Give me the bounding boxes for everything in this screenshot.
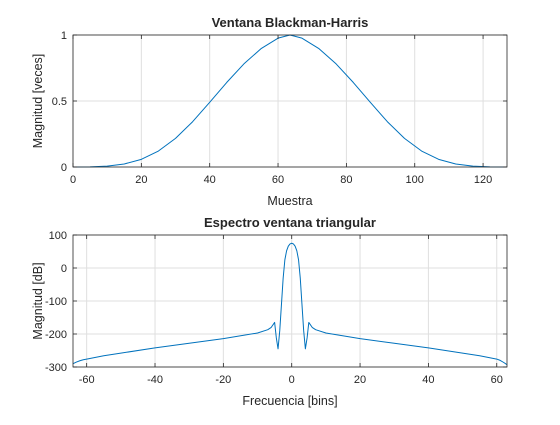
chart2-x-tick-label: -60 <box>79 374 95 386</box>
chart2-y-tick-label: -100 <box>45 296 67 308</box>
chart2-x-axis-label: Frecuencia [bins] <box>242 394 337 408</box>
chart1-title: Ventana Blackman-Harris <box>212 15 369 30</box>
chart2-x-tick-label: 20 <box>354 374 366 386</box>
chart2-axes: -60 -40 -20 0 20 40 60-300-200-1000100Espectro… <box>31 215 508 408</box>
chart1-x-tick-label: 0 <box>70 174 76 186</box>
chart2-y-tick-label: -200 <box>45 329 67 341</box>
chart1-x-tick-label: 120 <box>474 174 492 186</box>
chart2-y-tick-label: -300 <box>45 362 67 374</box>
chart1-axes: 0 20 40 60 80 100 120 0 0.5 1 Ventana Blackman-Har… <box>31 15 508 208</box>
chart2-y-tick-label: 100 <box>49 230 67 242</box>
chart2-x-tick-label: -40 <box>147 374 163 386</box>
chart2-title: Espectro ventana triangular <box>204 215 376 230</box>
chart1-x-tick-label: 40 <box>204 174 216 186</box>
chart1-x-axis-label: Muestra <box>267 194 312 208</box>
chart1-y-axis-label: Magnitud [veces] <box>31 54 45 149</box>
chart1-x-tick-label: 20 <box>135 174 147 186</box>
chart2-x-tick-label: -20 <box>215 374 231 386</box>
chart1-x-tick-label: 100 <box>406 174 424 186</box>
chart1-y-tick-label: 1 <box>61 30 67 42</box>
chart2-y-tick-label: 0 <box>61 263 67 275</box>
chart2-x-tick-label: 60 <box>491 374 503 386</box>
chart2-y-axis-label: Magnitud [dB] <box>31 262 45 339</box>
chart2-series-line <box>72 242 508 366</box>
chart1-y-tick-label: 0.5 <box>52 96 67 108</box>
chart1-x-tick-label: 80 <box>340 174 352 186</box>
chart2-x-tick-label: 0 <box>289 374 295 386</box>
chart2-x-tick-label: 40 <box>422 374 434 386</box>
chart1-y-tick-label: 0 <box>61 162 67 174</box>
chart1-x-tick-label: 60 <box>272 174 284 186</box>
